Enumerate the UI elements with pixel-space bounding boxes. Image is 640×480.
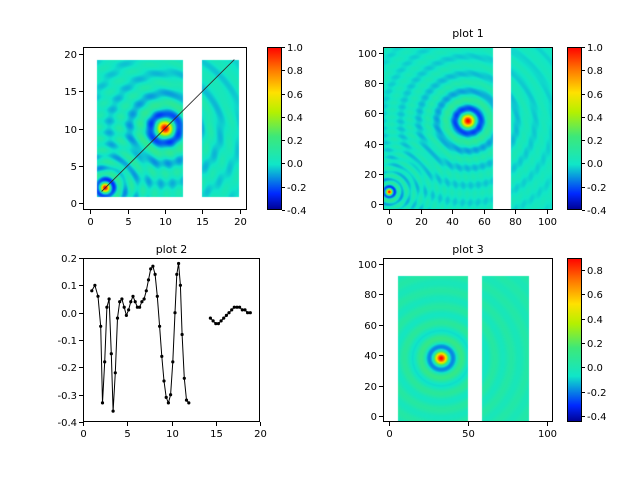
x-tick-label: 40 (446, 217, 459, 228)
x-tick-label: 5 (124, 429, 130, 440)
colorbar-tick-label: 1.0 (287, 43, 303, 54)
colorbar-tick-label: 0.0 (287, 159, 303, 170)
y-tick-label: 100 (358, 49, 377, 60)
x-tick-label: 50 (462, 429, 475, 440)
x-tick-label: 15 (196, 217, 209, 228)
colorbar (567, 47, 582, 210)
y-tick-label: -0.1 (57, 336, 77, 347)
y-tick-label: 0.0 (61, 309, 77, 320)
x-tick-label: 0 (386, 429, 392, 440)
colorbar-tick-label: 0.0 (587, 159, 603, 170)
x-tick-label: 100 (538, 217, 557, 228)
axes-overlay: 0 20 40 60 80 100 0 20 40 60 80 100 1.0 0.8 0.6 0.4 0.2 0… (358, 43, 607, 228)
x-tick-label: 0 (386, 217, 392, 228)
colorbar-tick-label: 1.0 (587, 43, 603, 54)
colorbar-tick-label: 0.8 (287, 66, 303, 77)
colorbar-tick-label: 0.0 (587, 363, 603, 374)
colorbar-tick-label: 0.8 (587, 66, 603, 77)
subplot-bottom-right: plot 3 0 50 100 0 20 40 60 80 100 0.8 0.6 0.4 0.2 0.0… (320, 240, 640, 480)
x-tick-label: 20 (234, 217, 247, 228)
colorbar-border (267, 47, 282, 210)
y-tick-label: -0.4 (57, 418, 77, 429)
y-tick-label: 0 (71, 199, 77, 210)
colorbar (267, 47, 282, 210)
colorbar-tick-label: 0.4 (287, 113, 303, 124)
subplot-1-title: plot 1 (452, 27, 484, 40)
x-tick-label: 100 (538, 429, 557, 440)
x-tick-label: 0 (87, 217, 93, 228)
subplot-3-title: plot 3 (452, 243, 484, 256)
y-tick-label: 5 (71, 162, 77, 173)
y-tick-label: 20 (64, 50, 77, 61)
plot-box (83, 47, 247, 210)
x-tick-label: 20 (254, 429, 267, 440)
heatmap-canvas (383, 258, 553, 422)
axes-overlay: 0 5 10 15 20 0.2 0.1 0.0 -0.1 -0.2 -0.3 -0.4 (57, 254, 267, 440)
subplot-bottom-left: plot 2 0 5 10 15 20 0.2 0.1 0.0 -0.1 -0.2 -0.3 -0.4 (0, 240, 320, 480)
y-tick-label: 100 (358, 260, 377, 271)
x-tick-label: 10 (166, 429, 179, 440)
y-tick-label: 0.1 (61, 281, 77, 292)
plot-box (83, 258, 260, 422)
subplot-top-right: plot 1 0 20 40 60 80 100 0 20 40 60 80 100 1.0 0.8 0.6… (320, 0, 640, 240)
colorbar-tick-label: 0.6 (587, 290, 603, 301)
colorbar-tick-label: 0.6 (287, 90, 303, 101)
heatmap-canvas (383, 47, 553, 210)
colorbar-tick-label: 0.4 (587, 113, 603, 124)
colorbar-tick-label: 0.2 (587, 136, 603, 147)
colorbar-tick-label: -0.2 (587, 183, 607, 194)
colorbar-tick-label: 0.8 (587, 266, 603, 277)
plot-box (383, 258, 553, 422)
axes-overlay: 0 50 100 0 20 40 60 80 100 0.8 0.6 0.4 0.2 0.0 -0.2 -0.… (358, 258, 607, 440)
y-tick-label: 40 (364, 140, 377, 151)
colorbar (567, 258, 582, 422)
colorbar-tick-label: -0.4 (587, 412, 607, 423)
y-tick-label: 80 (364, 290, 377, 301)
colorbar-tick-label: -0.4 (287, 206, 307, 217)
y-tick-label: -0.2 (57, 363, 77, 374)
x-tick-label: 60 (478, 217, 491, 228)
colorbar-tick-label: 0.6 (587, 90, 603, 101)
data-line (91, 263, 190, 412)
colorbar-tick-label: 0.2 (587, 339, 603, 350)
y-tick-label: 0.2 (61, 254, 77, 265)
data-series (90, 261, 252, 413)
y-tick-label: 15 (64, 87, 77, 98)
colorbar-tick-label: 0.4 (587, 315, 603, 326)
y-tick-label: -0.3 (57, 391, 77, 402)
y-tick-label: 0 (371, 200, 377, 211)
overlay-diagonal-line (101, 59, 235, 192)
x-tick-label: 10 (159, 217, 172, 228)
subplot-top-left: 0 5 10 15 20 0 5 10 15 20 1.0 0.8 0.6 0.4 0.2 0.0 -0.2 -0… (0, 0, 320, 240)
x-tick-label: 15 (210, 429, 223, 440)
colorbar-border (567, 47, 582, 210)
y-tick-label: 20 (364, 170, 377, 181)
x-tick-label: 80 (509, 217, 522, 228)
y-tick-label: 0 (371, 412, 377, 423)
axes-overlay: 0 5 10 15 20 0 5 10 15 20 1.0 0.8 0.6 0.4 0.2 0.0 -0.2 -0… (64, 43, 307, 228)
y-tick-label: 60 (364, 109, 377, 120)
colorbar-tick-label: -0.4 (587, 206, 607, 217)
subplot-2-title: plot 2 (155, 243, 188, 256)
y-tick-label: 40 (364, 351, 377, 362)
x-tick-label: 20 (415, 217, 428, 228)
y-tick-label: 60 (364, 321, 377, 332)
x-tick-label: 5 (125, 217, 131, 228)
colorbar-tick-label: 0.2 (287, 136, 303, 147)
colorbar-tick-label: -0.2 (287, 183, 307, 194)
colorbar-border (567, 258, 582, 422)
x-tick-label: 0 (80, 429, 86, 440)
y-tick-label: 20 (364, 382, 377, 393)
y-tick-label: 80 (364, 79, 377, 90)
y-tick-label: 10 (64, 125, 77, 136)
colorbar-tick-label: -0.2 (587, 388, 607, 399)
plot-box (383, 47, 553, 210)
